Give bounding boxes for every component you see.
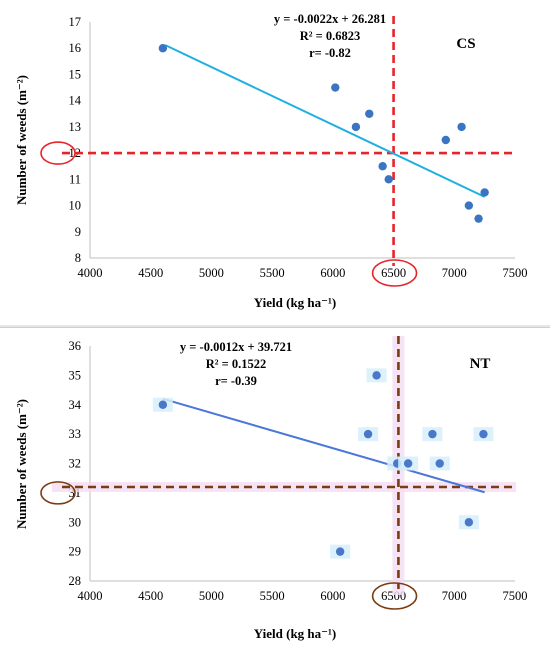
nt-axes [89,346,515,582]
cs-x-tick-label: 4500 [138,266,163,280]
cs-y-tick-label: 16 [69,41,82,55]
chart-panel-nt: 4000 4500 5000 5500 6000 6500 7000 7500 28 29 30 3… [0,327,550,659]
nt-circles [40,481,418,610]
cs-y-tick-label: 11 [69,172,81,186]
cs-data-point [457,122,466,132]
cs-data-point [351,122,361,132]
nt-y-tick-label: 33 [69,427,82,441]
panel-separator [0,325,550,327]
cs-x-tick-label: 5000 [199,266,224,280]
nt-x-tick-circle [371,582,418,610]
cs-y-tick-label: 17 [69,15,82,29]
cs-y-tick-label: 13 [69,120,82,134]
cs-data-point [441,135,450,145]
nt-y-tick-label: 32 [69,457,82,471]
cs-data-point [464,201,474,210]
nt-ylabel: Number of weeds (m⁻²) [14,399,29,529]
cs-r2: R² = 0.6823 [300,29,361,43]
nt-x-tick-label: 4000 [78,589,103,603]
cs-x-tick-circle [371,259,418,287]
nt-y-tick-label: 36 [69,339,82,353]
cs-y-tick-label: 9 [75,225,81,239]
nt-xlabel: Yield (kg ha⁻¹) [254,626,337,641]
nt-data-point [403,459,413,468]
nt-x-tick-label: 4500 [138,589,163,603]
nt-y-tick-label: 28 [69,574,82,588]
nt-y-tick-label: 35 [69,368,82,382]
nt-x-tick-label: 6000 [320,589,345,603]
nt-trend-line [162,397,485,494]
nt-r2: R² = 0.1522 [206,357,267,371]
cs-x-tick-label: 6000 [320,266,345,280]
cs-trend-line [164,44,486,198]
nt-points [152,368,494,559]
cs-x-tick-label: 4000 [78,266,103,280]
cs-guides [62,16,516,266]
nt-y-tick-label: 34 [69,398,82,412]
nt-r: r= -0.39 [215,374,257,388]
cs-tag: CS [456,36,475,52]
cs-data-point [474,214,483,223]
cs-x-tick-label: 7500 [503,266,528,280]
cs-y-tick-circle [40,141,76,165]
nt-x-tick-label: 5500 [260,589,285,603]
nt-data-point [363,429,373,439]
cs-y-tick-label: 8 [75,251,81,265]
cs-chart: 4000 4500 5000 5500 6000 6500 7000 7500 8 9 10 11 1… [14,12,528,310]
nt-x-tick-label: 5000 [199,589,224,603]
cs-y-tick-label: 15 [69,67,82,81]
cs-circles [40,141,418,287]
cs-data-point [158,44,168,53]
nt-data-point [428,429,437,439]
cs-data-point [384,175,393,184]
cs-y-tick-label: 10 [69,199,82,213]
cs-data-point [480,188,489,197]
nt-y-tick-label: 29 [69,545,82,559]
cs-data-point [331,83,340,92]
cs-data-point [378,162,387,171]
nt-x-tick-label: 7000 [442,589,467,603]
nt-equation: y = -0.0012x + 39.721 [180,340,292,354]
nt-data-point [435,459,444,468]
cs-x-ticks: 4000 4500 5000 5500 6000 6500 7000 7500 [78,266,528,280]
nt-chart: 4000 4500 5000 5500 6000 6500 7000 7500 2829303… [14,336,528,641]
cs-x-tick-label: 7000 [442,266,467,280]
nt-x-tick-label: 7500 [503,589,528,603]
cs-data-point [365,109,374,118]
nt-data-point [479,429,488,439]
cs-x-tick-label: 5500 [260,266,285,280]
cs-r: r= -0.82 [309,46,351,60]
nt-y-tick-label: 30 [69,515,82,529]
cs-points [158,44,489,223]
cs-x-tick-label: 6500 [381,266,406,280]
cs-equation: y = -0.0022x + 26.281 [274,12,386,26]
cs-y-tick-label: 14 [69,94,82,108]
cs-axes [89,22,515,259]
nt-data-point [464,518,474,527]
nt-data-point [335,547,345,556]
cs-ylabel: Number of weeds (m⁻²) [14,75,29,205]
nt-tag: NT [470,356,491,372]
cs-xlabel: Yield (kg ha⁻¹) [254,295,337,310]
cs-trend [164,44,486,198]
nt-data-point [372,371,381,380]
nt-data-point [158,400,168,409]
nt-trend [162,397,485,494]
nt-x-ticks: 4000 4500 5000 5500 6000 6500 7000 7500 [78,589,528,603]
nt-y-tick-circle [40,481,76,505]
chart-panel-cs: 4000 4500 5000 5500 6000 6500 7000 7500 8 9 10 11 1… [0,0,550,325]
